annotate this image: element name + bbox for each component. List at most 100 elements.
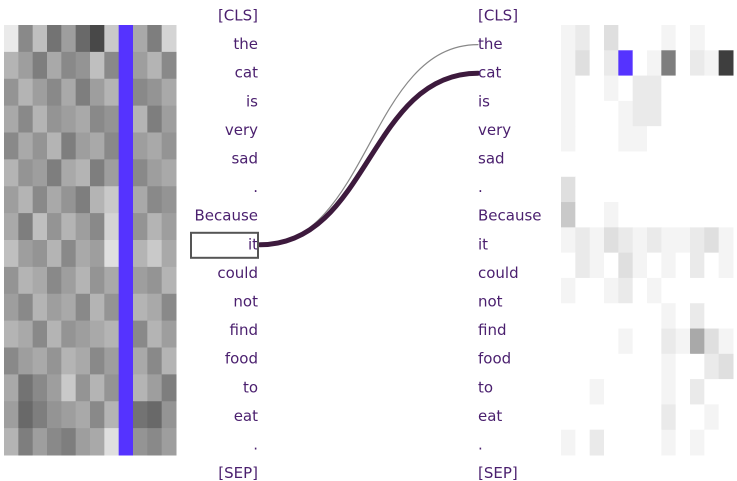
left-token[interactable]: eat — [234, 407, 258, 425]
left-token[interactable]: very — [225, 121, 258, 139]
right-heatmap-cell-8-3 — [604, 227, 619, 254]
right-heatmap-cell-7-1 — [575, 202, 591, 228]
right-token[interactable]: sad — [478, 150, 505, 168]
left-heatmap-cell-8-0 — [4, 240, 19, 268]
left-heatmap-cell-1-7 — [104, 51, 120, 80]
right-token[interactable]: to — [478, 378, 493, 396]
left-heatmap-cell-7-2 — [32, 213, 48, 241]
left-heatmap-cell-15-1 — [18, 428, 34, 456]
right-heatmap-cell-10-7 — [661, 277, 677, 304]
left-token[interactable]: sad — [231, 150, 258, 168]
left-heatmap-cell-4-0 — [4, 132, 19, 160]
left-token[interactable]: to — [243, 378, 258, 396]
left-token[interactable]: is — [246, 92, 258, 110]
right-heatmap-cell-16-6 — [647, 429, 662, 456]
left-heatmap-cell-5-9 — [133, 159, 148, 187]
left-token[interactable]: food — [225, 350, 258, 368]
left-heatmap-cell-10-0 — [4, 293, 19, 322]
right-heatmap-cell-10-5 — [632, 277, 648, 304]
left-token[interactable]: the — [233, 35, 258, 53]
left-token[interactable]: cat — [235, 64, 258, 82]
left-heatmap-cell-4-3 — [47, 132, 62, 160]
right-heatmap-cell-0-5 — [632, 25, 648, 51]
right-token[interactable]: not — [478, 293, 503, 311]
right-heatmap-cell-14-10 — [704, 379, 720, 405]
right-token[interactable]: is — [478, 92, 490, 110]
left-heatmap-cell-11-3 — [47, 320, 62, 348]
left-token[interactable]: . — [253, 178, 258, 196]
right-heatmap-cell-7-0 — [561, 202, 576, 228]
left-heatmap-cell-5-3 — [47, 159, 62, 187]
left-heatmap-cell-0-10 — [147, 25, 163, 53]
right-heatmap-cell-12-10 — [704, 328, 720, 355]
left-heatmap-cell-9-6 — [90, 266, 105, 295]
right-token[interactable]: food — [478, 350, 511, 368]
left-heatmap-cell-13-6 — [90, 374, 105, 402]
right-heatmap-cell-2-9 — [690, 75, 705, 102]
right-heatmap-cell-12-11 — [718, 328, 734, 355]
right-token[interactable]: [CLS] — [478, 7, 518, 25]
right-heatmap-cell-13-8 — [675, 353, 691, 380]
right-heatmap-cell-8-6 — [647, 227, 662, 254]
left-heatmap-cell-3-10 — [147, 105, 163, 133]
right-heatmap-cell-9-8 — [675, 252, 691, 279]
right-token[interactable]: eat — [478, 407, 502, 425]
left-heatmap-cell-5-2 — [32, 159, 48, 187]
left-token[interactable]: . — [253, 436, 258, 454]
right-heatmap-cell-4-1 — [575, 126, 591, 152]
right-token[interactable]: . — [478, 178, 483, 196]
left-heatmap-cell-4-5 — [75, 132, 91, 160]
left-token[interactable]: [SEP] — [218, 464, 258, 481]
right-heatmap-cell-10-3 — [604, 277, 619, 304]
right-heatmap-cell-7-11 — [718, 202, 734, 228]
left-token[interactable]: not — [233, 293, 258, 311]
right-heatmap-cell-15-7 — [661, 404, 677, 431]
right-heatmap-cell-11-2 — [589, 303, 605, 330]
right-token[interactable]: the — [478, 35, 503, 53]
left-heatmap-cell-11-10 — [147, 320, 163, 348]
right-heatmap-cell-14-5 — [632, 379, 648, 405]
right-token[interactable]: [SEP] — [478, 464, 518, 481]
right-heatmap-cell-14-1 — [575, 379, 591, 405]
left-heatmap-cell-8-3 — [47, 240, 62, 268]
right-heatmap-cell-13-7 — [661, 353, 677, 380]
right-token[interactable]: it — [478, 235, 488, 253]
left-token[interactable]: it — [248, 235, 258, 253]
left-token[interactable]: Because — [194, 207, 258, 225]
right-heatmap-cell-3-9 — [690, 100, 705, 127]
left-heatmap-cell-5-4 — [61, 159, 77, 187]
left-heatmap-cell-6-3 — [47, 186, 62, 214]
right-heatmap-cell-15-9 — [690, 404, 705, 431]
left-token[interactable]: find — [230, 321, 258, 339]
right-token[interactable]: find — [478, 321, 506, 339]
left-token[interactable]: [CLS] — [218, 7, 258, 25]
left-heatmap-cell-12-9 — [133, 347, 148, 375]
right-token[interactable]: . — [478, 436, 483, 454]
left-token[interactable]: could — [217, 264, 258, 282]
right-heatmap-cell-10-2 — [589, 277, 605, 304]
right-heatmap-cell-10-1 — [575, 277, 591, 304]
left-heatmap-cell-9-0 — [4, 266, 19, 295]
left-heatmap-cell-11-4 — [61, 320, 77, 348]
right-token[interactable]: very — [478, 121, 511, 139]
right-heatmap-cell-2-2 — [589, 75, 605, 102]
right-heatmap-cell-9-3 — [604, 252, 619, 279]
left-heatmap-cell-6-11 — [161, 186, 177, 214]
right-heatmap-cell-0-1 — [575, 25, 591, 51]
left-heatmap-cell-14-9 — [133, 401, 148, 429]
left-heatmap-cell-2-2 — [32, 78, 48, 107]
right-heatmap-cell-5-4 — [618, 151, 634, 178]
left-heatmap-cell-14-7 — [104, 401, 120, 429]
left-heatmap-cell-5-7 — [104, 159, 120, 187]
right-heatmap-cell-1-4 — [618, 50, 634, 77]
right-token[interactable]: cat — [478, 64, 501, 82]
right-heatmap-cell-11-7 — [661, 303, 677, 330]
right-heatmap-cell-11-6 — [647, 303, 662, 330]
right-token[interactable]: could — [478, 264, 519, 282]
right-heatmap-cell-16-10 — [704, 429, 720, 456]
right-token[interactable]: Because — [478, 207, 542, 225]
right-heatmap-cell-5-7 — [661, 151, 677, 178]
left-heatmap-cell-4-10 — [147, 132, 163, 160]
selected-token-box[interactable] — [190, 231, 259, 259]
